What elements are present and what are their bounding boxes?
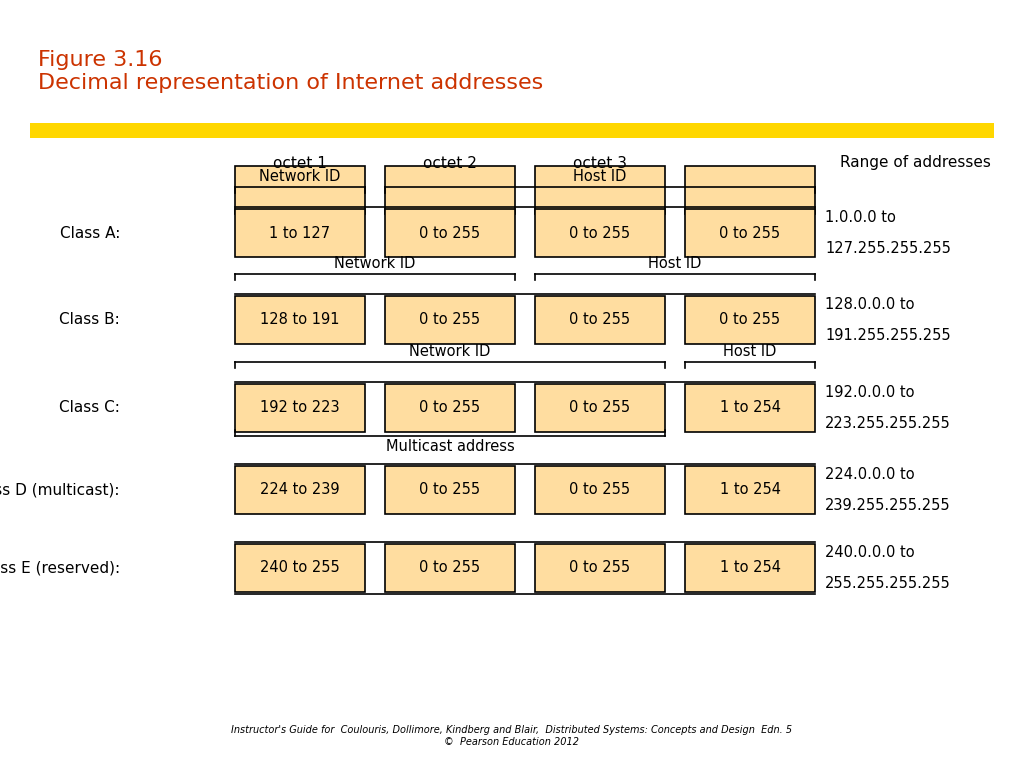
Bar	[234, 384, 365, 432]
Text: 127.255.255.255: 127.255.255.255	[825, 241, 951, 256]
Text: 0 to 255: 0 to 255	[569, 482, 631, 498]
Bar	[234, 209, 365, 257]
Text: 1 to 254: 1 to 254	[720, 482, 780, 498]
Bar	[535, 544, 665, 592]
Text: Network ID: Network ID	[334, 256, 416, 271]
Text: 1.0.0.0 to: 1.0.0.0 to	[825, 210, 896, 225]
Text: 0 to 255: 0 to 255	[420, 226, 480, 240]
Bar	[685, 544, 815, 592]
Bar	[234, 166, 365, 214]
Text: Multicast address: Multicast address	[386, 439, 514, 454]
Text: 0 to 255: 0 to 255	[420, 400, 480, 415]
Text: 223.255.255.255: 223.255.255.255	[825, 416, 950, 431]
Bar	[535, 209, 665, 257]
Text: 0 to 255: 0 to 255	[720, 313, 780, 327]
Text: 224.0.0.0 to: 224.0.0.0 to	[825, 467, 914, 482]
Text: 1 to 254: 1 to 254	[720, 400, 780, 415]
Text: Class D (multicast):: Class D (multicast):	[0, 482, 120, 498]
Text: 239.255.255.255: 239.255.255.255	[825, 498, 950, 513]
Bar	[685, 384, 815, 432]
Bar	[234, 296, 365, 344]
Text: Figure 3.16: Figure 3.16	[38, 50, 163, 70]
Bar	[685, 209, 815, 257]
Text: Class A:: Class A:	[59, 226, 120, 240]
Text: Host ID: Host ID	[723, 344, 776, 359]
Text: 0 to 255: 0 to 255	[720, 226, 780, 240]
Text: 0 to 255: 0 to 255	[569, 561, 631, 575]
Text: Range of addresses: Range of addresses	[840, 155, 991, 170]
Bar	[535, 466, 665, 514]
Text: octet 3: octet 3	[573, 155, 627, 170]
Text: 191.255.255.255: 191.255.255.255	[825, 328, 950, 343]
Bar	[385, 466, 515, 514]
Text: Network ID: Network ID	[410, 344, 490, 359]
Text: 128 to 191: 128 to 191	[260, 313, 340, 327]
Text: 224 to 239: 224 to 239	[260, 482, 340, 498]
Text: Decimal representation of Internet addresses: Decimal representation of Internet addre…	[38, 73, 544, 93]
Text: Host ID: Host ID	[573, 169, 627, 184]
Text: octet 2: octet 2	[423, 155, 477, 170]
Bar	[685, 466, 815, 514]
Text: 0 to 255: 0 to 255	[420, 482, 480, 498]
Text: 255.255.255.255: 255.255.255.255	[825, 576, 950, 591]
Text: Class E (reserved):: Class E (reserved):	[0, 561, 120, 575]
Text: 1 to 254: 1 to 254	[720, 561, 780, 575]
Text: 0 to 255: 0 to 255	[420, 561, 480, 575]
Bar	[685, 166, 815, 214]
Text: 0 to 255: 0 to 255	[569, 313, 631, 327]
Bar	[234, 466, 365, 514]
Bar	[385, 544, 515, 592]
Bar	[30, 123, 994, 138]
Text: 192 to 223: 192 to 223	[260, 400, 340, 415]
Bar	[385, 384, 515, 432]
Bar	[685, 296, 815, 344]
Bar	[385, 209, 515, 257]
Text: ©  Pearson Education 2012: © Pearson Education 2012	[444, 737, 580, 747]
Text: Host ID: Host ID	[648, 256, 701, 271]
Bar	[535, 384, 665, 432]
Text: 0 to 255: 0 to 255	[420, 313, 480, 327]
Text: 0 to 255: 0 to 255	[569, 226, 631, 240]
Text: Network ID: Network ID	[259, 169, 341, 184]
Text: 240.0.0.0 to: 240.0.0.0 to	[825, 545, 914, 560]
Text: 192.0.0.0 to: 192.0.0.0 to	[825, 385, 914, 400]
Bar	[385, 166, 515, 214]
Text: 0 to 255: 0 to 255	[569, 400, 631, 415]
Text: 240 to 255: 240 to 255	[260, 561, 340, 575]
Bar	[535, 166, 665, 214]
Text: Class C:: Class C:	[59, 400, 120, 415]
Text: 128.0.0.0 to: 128.0.0.0 to	[825, 297, 914, 312]
Text: 1 to 127: 1 to 127	[269, 226, 331, 240]
Bar	[234, 544, 365, 592]
Bar	[535, 296, 665, 344]
Bar	[385, 296, 515, 344]
Text: Class B:: Class B:	[59, 313, 120, 327]
Text: octet 1: octet 1	[273, 155, 327, 170]
Text: Instructor's Guide for  Coulouris, Dollimore, Kindberg and Blair,  Distributed S: Instructor's Guide for Coulouris, Dollim…	[231, 725, 793, 735]
